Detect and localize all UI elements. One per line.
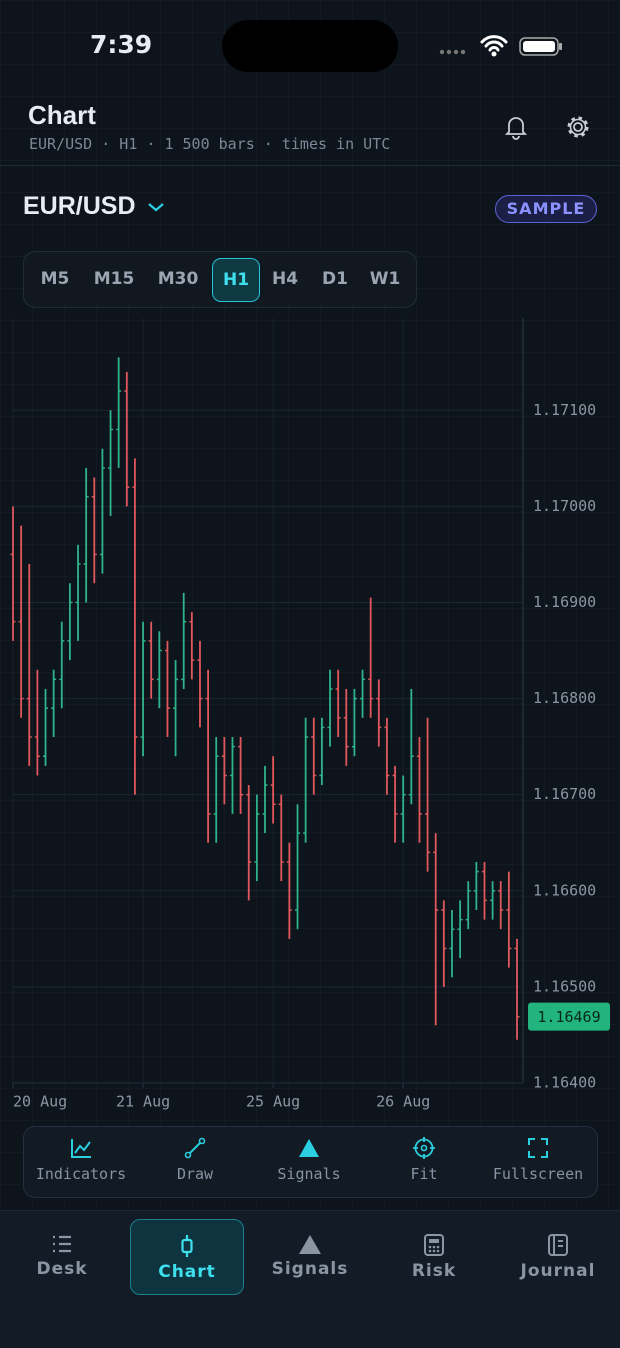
timeframe-button[interactable]: W1: [369, 269, 401, 289]
tool-button[interactable]: Indicators: [24, 1137, 138, 1183]
dynamic-island: [222, 20, 398, 72]
page-title: Chart: [28, 100, 96, 130]
tab-bar: Desk Chart Signals Risk Journal: [0, 1210, 620, 1348]
timeframe-button[interactable]: H1: [212, 258, 260, 302]
tab-label: Desk: [36, 1259, 88, 1279]
tab-button[interactable]: Signals: [254, 1219, 366, 1293]
tool-label: Indicators: [35, 1165, 127, 1183]
symbol-selector[interactable]: EUR/USD: [23, 192, 166, 221]
y-tick-label: 1.16900: [533, 593, 596, 611]
last-price-tag: [528, 1002, 610, 1031]
tab-button[interactable]: Journal: [502, 1219, 614, 1293]
timeframe-button[interactable]: M5: [40, 269, 70, 289]
page-subtitle: EUR/USD · H1 · 1 500 bars · times in UTC: [29, 135, 391, 153]
tab-button[interactable]: Desk: [6, 1219, 118, 1293]
timeframe-selector: M5 M15 M30 H1 H4 D1 W1: [23, 251, 417, 308]
tab-label: Chart: [158, 1262, 216, 1282]
price-chart: 1.16400 1.16500 1.16600 1.16700 1.16800 1.169…: [10, 318, 610, 1111]
chevron-icon: [148, 203, 165, 212]
timeframe-button[interactable]: H4: [271, 269, 299, 289]
y-tick-label: 1.16700: [533, 785, 596, 803]
timeframe-button[interactable]: D1: [322, 269, 348, 289]
last-price-label: 1.16469: [537, 1008, 600, 1026]
timeframe-button[interactable]: M15: [93, 269, 135, 289]
journal-icon: [548, 1234, 568, 1256]
tool-label: Fullscreen: [492, 1165, 584, 1183]
y-tick-label: 1.16600: [533, 881, 596, 899]
y-tick-label: 1.17000: [533, 497, 596, 515]
chart-icon: [181, 1235, 193, 1257]
status-icons: [439, 35, 562, 57]
tab-button[interactable]: Risk: [378, 1219, 490, 1293]
draw-icon: [184, 1137, 206, 1159]
divider: [0, 165, 620, 166]
tool-label: Fit: [410, 1165, 438, 1183]
fit-icon: [413, 1137, 435, 1159]
x-tick-label: 21 Aug: [116, 1093, 170, 1111]
tab-label: Signals: [271, 1259, 349, 1279]
x-tick-label: 26 Aug: [376, 1093, 430, 1111]
y-tick-label: 1.17100: [533, 401, 596, 419]
signals-icon: [299, 1139, 319, 1157]
status-time: 7:39: [90, 30, 153, 59]
y-tick-label: 1.16500: [533, 977, 596, 995]
sample-badge: SAMPLE: [495, 195, 597, 223]
chart-toolbar: Indicators Draw Signals Fit Fullscreen: [23, 1126, 598, 1198]
signals-tab-icon: [299, 1235, 321, 1254]
fullscreen-icon: [528, 1138, 548, 1158]
desk-icon: [53, 1235, 71, 1253]
tool-button[interactable]: Fullscreen: [481, 1137, 595, 1183]
indicators-icon: [71, 1139, 91, 1158]
tool-button[interactable]: Signals: [252, 1137, 366, 1183]
y-tick-label: 1.16400: [533, 1074, 596, 1092]
timeframe-button[interactable]: M30: [157, 269, 199, 289]
tab-label: Risk: [411, 1261, 457, 1281]
tab-label: Journal: [520, 1261, 596, 1281]
tool-label: Draw: [176, 1165, 214, 1183]
tool-label: Signals: [277, 1165, 341, 1183]
settings-button[interactable]: [564, 113, 592, 141]
risk-icon: [424, 1234, 444, 1256]
x-tick-label: 20 Aug: [13, 1093, 67, 1111]
tool-button[interactable]: Fit: [367, 1137, 481, 1183]
bell-button[interactable]: [503, 114, 529, 140]
symbol-label: EUR/USD: [23, 192, 136, 220]
x-tick-label: 25 Aug: [246, 1093, 300, 1111]
y-tick-label: 1.16800: [533, 689, 596, 707]
tool-button[interactable]: Draw: [138, 1137, 252, 1183]
tab-button[interactable]: Chart: [130, 1219, 244, 1295]
